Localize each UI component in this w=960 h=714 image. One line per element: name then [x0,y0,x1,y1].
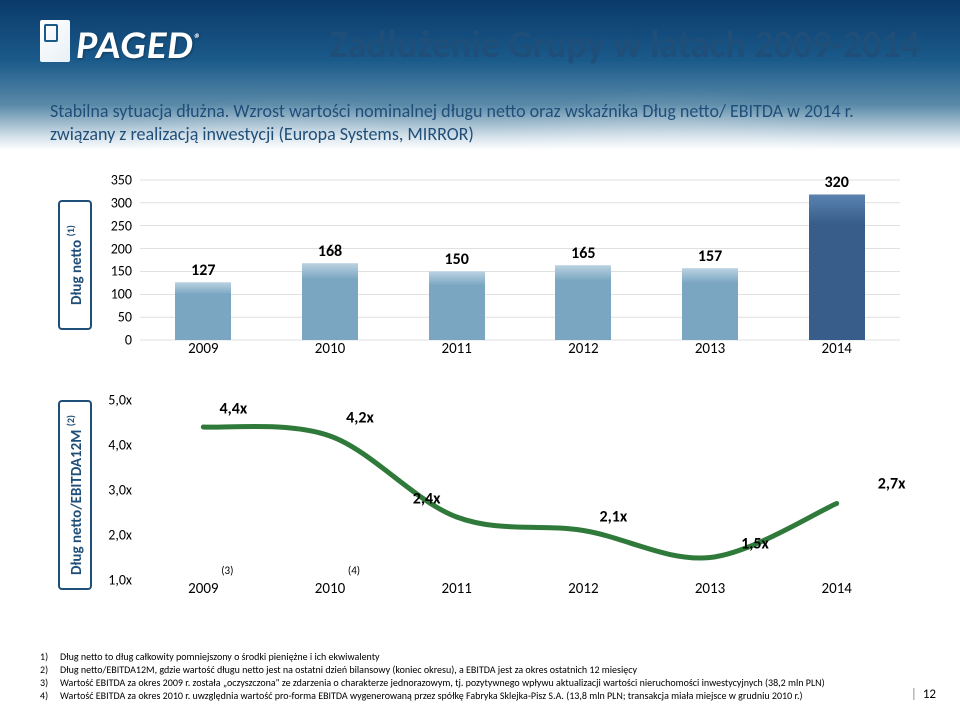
line-label-2011: 2,4x [413,490,441,509]
sup-note: (3) [221,564,233,577]
bar-label: 320 [809,173,865,192]
page-title: Zadłużenie Grupy w latach 2009-2014 [330,22,920,68]
bar-2009: 127 [175,282,231,340]
subtitle: Stabilna sytuacja dłużna. Wzrost wartośc… [50,100,920,147]
bar-2013: 157 [682,268,738,340]
bar-label: 165 [555,244,611,263]
bar-label: 150 [429,250,485,269]
footnotes: 1)Dług netto to dług całkowity pomniejsz… [40,650,920,702]
line-label-2013: 1,5x [741,534,769,553]
chart1-ylabel: Dług netto (1) [58,200,92,330]
bar-label: 127 [175,261,231,280]
chart1-xaxis: 200920102011201220132014 [140,340,900,360]
footnote: 1)Dług netto to dług całkowity pomniejsz… [40,650,920,663]
chart2-xaxis: 200920102011201220132014 [140,580,900,600]
logo: PAGED® [40,20,202,69]
bar-2011: 150 [429,271,485,340]
bar-label: 168 [302,242,358,261]
chart2-line [140,400,900,580]
sup-note: (4) [348,564,360,577]
footnote: 3)Wartość EBITDA za okres 2009 r. został… [40,676,920,689]
bar-2010: 168 [302,263,358,340]
line-label-2009: 4,4x [219,400,247,419]
bar-label: 157 [682,247,738,266]
bar-chart: 127168150165157320 050100150200250300350… [140,180,900,360]
footnote: 2)Dług netto/EBITDA12M, gdzie wartość dł… [40,663,920,676]
logo-icon [40,20,70,62]
line-label-2012: 2,1x [599,507,627,526]
slide: { "logo_text": "PAGED", "title": "Zadłuż… [0,0,960,714]
line-label-2014: 2,7x [878,474,906,493]
bar-2012: 165 [555,265,611,340]
page-number: |12 [911,687,936,702]
chart2-ylabel: Dług netto/EBITDA12M (2) [58,400,92,590]
line-chart: 1,0x2,0x3,0x4,0x5,0x4,4x4,2x2,4x2,1x1,5x… [140,400,900,600]
bar-2014: 320 [809,194,865,340]
line-label-2010: 4,2x [346,409,374,428]
logo-text: PAGED® [76,20,202,69]
footnote: 4)Wartość EBITDA za okres 2010 r. uwzglę… [40,689,920,702]
